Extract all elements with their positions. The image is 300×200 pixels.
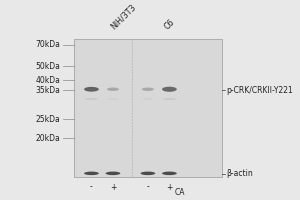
Text: NIH/3T3: NIH/3T3 xyxy=(109,3,138,31)
Ellipse shape xyxy=(162,172,177,175)
Ellipse shape xyxy=(84,87,99,92)
Ellipse shape xyxy=(163,98,176,100)
Ellipse shape xyxy=(142,98,153,100)
Ellipse shape xyxy=(84,172,99,175)
Text: 25kDa: 25kDa xyxy=(36,115,61,124)
Text: 35kDa: 35kDa xyxy=(36,86,61,95)
Text: +: + xyxy=(110,183,116,192)
Text: 70kDa: 70kDa xyxy=(36,40,61,49)
Text: 20kDa: 20kDa xyxy=(36,134,61,143)
Ellipse shape xyxy=(85,98,98,100)
Ellipse shape xyxy=(162,87,177,92)
Ellipse shape xyxy=(142,88,154,91)
Text: +: + xyxy=(166,183,172,192)
Ellipse shape xyxy=(106,172,120,175)
Text: 40kDa: 40kDa xyxy=(36,76,61,85)
Ellipse shape xyxy=(108,98,118,100)
Text: 50kDa: 50kDa xyxy=(36,62,61,71)
Ellipse shape xyxy=(140,172,155,175)
Text: p-CRK/CRKII-Y221: p-CRK/CRKII-Y221 xyxy=(226,86,292,95)
Text: C6: C6 xyxy=(163,18,177,31)
Ellipse shape xyxy=(107,88,119,91)
FancyBboxPatch shape xyxy=(74,39,222,177)
Text: CA: CA xyxy=(175,188,185,197)
Text: -: - xyxy=(146,183,149,192)
Text: β-actin: β-actin xyxy=(226,169,253,178)
Text: -: - xyxy=(90,183,93,192)
